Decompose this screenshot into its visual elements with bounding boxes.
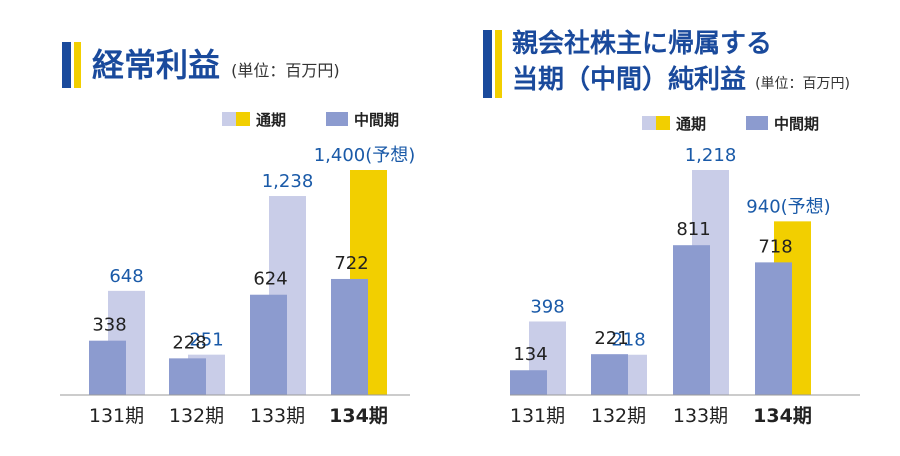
unit-label: (単位：百万円) [231, 61, 340, 80]
bar-interim-131期 [89, 340, 126, 395]
title-accent-bar [483, 30, 503, 98]
chart-title-line-2: 当期（中間）純利益 (単位：百万円) [512, 65, 851, 95]
value-label-interim: 722 [334, 253, 368, 274]
chart-title: 親会社株主に帰属する 当期（中間）純利益 (単位：百万円) [512, 26, 850, 102]
chart-title-line-1: 親会社株主に帰属する [512, 29, 773, 59]
chart-title: 経常利益 (単位：百万円) [92, 46, 340, 84]
value-label-full-year: 1,400(予想) [314, 145, 416, 166]
chart-panel-net-income: 親会社株主に帰属する 当期（中間）純利益 (単位：百万円) 398 134 131期… [450, 0, 900, 456]
x-tick-label: 134期 [753, 405, 812, 427]
legend-label-interim: 中間期 [354, 111, 399, 129]
title-accent-bar [62, 42, 82, 88]
value-label-interim: 718 [758, 236, 792, 257]
x-tick-label: 131期 [510, 405, 565, 427]
x-tick-label: 133期 [250, 405, 305, 427]
bar-interim-133期 [250, 294, 287, 395]
value-label-full-year: 398 [530, 296, 564, 317]
value-label-interim: 624 [253, 269, 287, 290]
legend-label-full-year: 通期 [676, 115, 706, 133]
bar-interim-132期 [169, 358, 206, 395]
value-label-interim: 221 [594, 328, 628, 349]
legend-swatch-interim [326, 112, 348, 126]
bar-interim-132期 [591, 354, 628, 395]
legend-swatch-full-year [222, 112, 236, 126]
unit-label: (単位：百万円) [755, 76, 851, 92]
legend-label-interim: 中間期 [774, 115, 819, 133]
legend-label-full-year: 通期 [256, 111, 286, 129]
legend-swatch-interim [746, 116, 768, 130]
x-tick-label: 133期 [673, 405, 728, 427]
chart-panel-ordinary-income: 経常利益 (単位：百万円) 648 338 131期 251 228 132期 1,238 6… [60, 42, 416, 427]
value-label-full-year: 1,238 [262, 171, 314, 192]
x-tick-label: 132期 [169, 405, 224, 427]
value-label-interim: 811 [676, 219, 710, 240]
value-label-interim: 228 [172, 332, 206, 353]
value-label-interim: 134 [513, 344, 547, 365]
value-label-full-year: 1,218 [685, 145, 737, 166]
legend-swatch-forecast [656, 116, 670, 130]
x-tick-label: 132期 [591, 405, 646, 427]
legend-swatch-forecast [236, 112, 250, 126]
value-label-interim: 338 [92, 315, 126, 336]
legend-swatch-full-year [642, 116, 656, 130]
value-label-full-year: 218 [611, 330, 645, 351]
bar-interim-134期 [331, 278, 368, 395]
bar-interim-134期 [755, 262, 792, 395]
x-tick-label: 134期 [329, 405, 388, 427]
bar-interim-133期 [673, 245, 710, 395]
value-label-full-year: 251 [189, 330, 223, 351]
x-tick-label: 131期 [89, 405, 144, 427]
bar-interim-131期 [510, 370, 547, 395]
value-label-full-year: 940(予想) [746, 196, 830, 217]
value-label-full-year: 648 [109, 266, 143, 287]
